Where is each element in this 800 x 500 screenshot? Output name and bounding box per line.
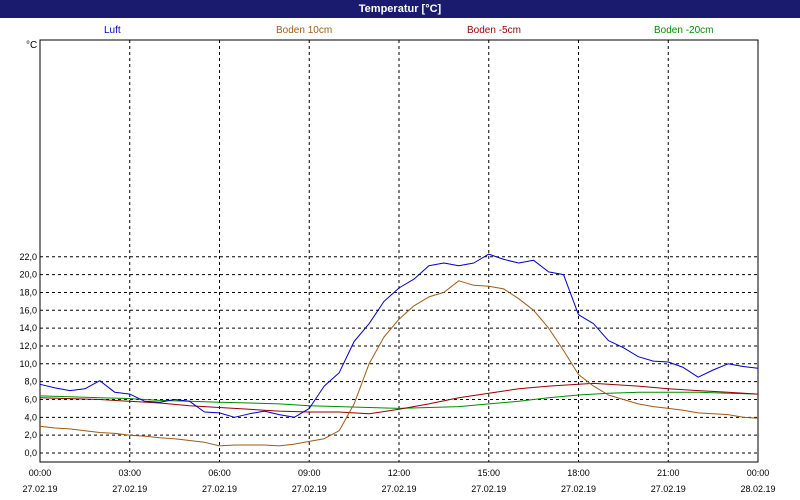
legend-boden-10cm-label: Boden 10cm: [276, 25, 333, 36]
y-axis-unit: °C: [26, 40, 37, 51]
chart-title-bar: Temperatur [°C]: [0, 0, 800, 18]
y-tick-label: 8,0: [24, 377, 37, 387]
x-tick-date: 27.02.19: [22, 484, 57, 494]
y-tick-label: 16,0: [19, 305, 37, 315]
legend-luft: Luft: [104, 25, 121, 36]
legend-boden-minus20cm: Boden -20cm: [654, 25, 713, 36]
x-tick-time: 00:00: [29, 468, 52, 478]
x-tick-time: 18:00: [567, 468, 590, 478]
x-tick-time: 12:00: [388, 468, 411, 478]
x-tick-date: 27.02.19: [202, 484, 237, 494]
x-tick-date: 27.02.19: [112, 484, 147, 494]
legend-boden-minus5cm-label: Boden -5cm: [467, 25, 521, 36]
x-tick-time: 21:00: [657, 468, 680, 478]
legend-boden-10cm: Boden 10cm: [276, 25, 332, 36]
series-line-boden-20cm: [39, 391, 759, 409]
x-tick-date: 27.02.19: [561, 484, 596, 494]
x-tick-date: 28.02.19: [740, 484, 775, 494]
y-tick-label: 20,0: [19, 270, 37, 280]
y-tick-label: 2,0: [24, 430, 37, 440]
y-tick-label: 4,0: [24, 412, 37, 422]
y-tick-label: 10,0: [19, 359, 37, 369]
y-tick-label: 12,0: [19, 341, 37, 351]
x-tick-date: 27.02.19: [651, 484, 686, 494]
legend-boden-minus5cm: Boden -5cm: [467, 25, 521, 36]
y-axis-ticks: 0,0 2,0 4,0 6,0 8,0 10,0 12,0 14,0 16,0 18,0 20,0 2…: [19, 252, 37, 458]
legend-boden-minus20cm-label: Boden -20cm: [654, 25, 714, 36]
series: [39, 253, 759, 447]
plot-area-border: [39, 39, 759, 463]
series-line-boden-5cm: [39, 382, 759, 415]
x-tick-time: 09:00: [298, 468, 321, 478]
x-tick-date: 27.02.19: [292, 484, 327, 494]
x-tick-time: 00:00: [747, 468, 770, 478]
y-tick-label: 6,0: [24, 394, 37, 404]
x-tick-date: 27.02.19: [381, 484, 416, 494]
legend-luft-label: Luft: [104, 25, 121, 36]
y-tick-label: 22,0: [19, 252, 37, 262]
series-line-luft: [39, 253, 759, 418]
x-tick-time: 03:00: [118, 468, 141, 478]
y-tick-label: 14,0: [19, 323, 37, 333]
x-tick-date: 27.02.19: [471, 484, 506, 494]
grid: [40, 40, 758, 462]
y-tick-label: 18,0: [19, 287, 37, 297]
x-axis-ticks: 00:00 27.02.19 03:00 27.02.19 06:00 27.02.19 0…: [22, 468, 775, 494]
x-tick-time: 06:00: [208, 468, 231, 478]
series-line-boden-10cm: [39, 280, 759, 447]
x-tick-time: 15:00: [477, 468, 500, 478]
y-tick-label: 0,0: [24, 448, 37, 458]
chart-title: Temperatur [°C]: [358, 3, 442, 15]
